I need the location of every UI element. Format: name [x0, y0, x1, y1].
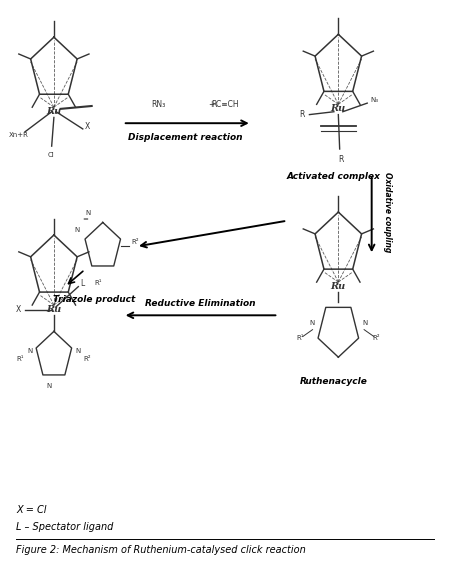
- Text: Xn+R: Xn+R: [9, 131, 29, 138]
- Text: Reductive Elimination: Reductive Elimination: [145, 299, 256, 308]
- Text: N₃: N₃: [370, 97, 378, 103]
- Text: R: R: [338, 155, 343, 164]
- Text: Ru: Ru: [331, 104, 346, 113]
- Text: N: N: [75, 347, 81, 354]
- Text: +: +: [208, 100, 215, 109]
- Text: Figure 2: Mechanism of Ruthenium-catalysed click reaction: Figure 2: Mechanism of Ruthenium-catalys…: [16, 545, 306, 555]
- Text: L: L: [81, 279, 85, 288]
- Text: Ru: Ru: [46, 107, 62, 116]
- Text: R¹: R¹: [94, 280, 102, 286]
- Text: Oxidative coupling: Oxidative coupling: [383, 172, 392, 252]
- Text: N: N: [27, 347, 32, 354]
- Text: X = Cl: X = Cl: [16, 505, 47, 515]
- Text: Activated complex: Activated complex: [287, 172, 381, 181]
- Text: Ru: Ru: [46, 305, 62, 314]
- Text: L – Spectator ligand: L – Spectator ligand: [16, 522, 113, 533]
- Text: R²: R²: [373, 335, 380, 341]
- Text: X: X: [85, 122, 90, 131]
- Text: Ru: Ru: [331, 282, 346, 291]
- Text: R²: R²: [83, 356, 91, 362]
- Text: N: N: [362, 320, 368, 326]
- Text: Triazole product: Triazole product: [53, 295, 135, 304]
- Text: RC≡CH: RC≡CH: [211, 100, 239, 109]
- Text: N: N: [85, 210, 90, 216]
- Text: X: X: [15, 305, 21, 314]
- Text: R¹: R¹: [297, 335, 304, 341]
- Text: =: =: [82, 216, 88, 222]
- Text: RN₃: RN₃: [151, 100, 166, 109]
- Text: N: N: [309, 320, 314, 326]
- Text: N: N: [47, 383, 52, 389]
- Text: N: N: [74, 227, 80, 233]
- Text: Ruthenacycle: Ruthenacycle: [300, 378, 368, 386]
- Text: R: R: [300, 110, 305, 119]
- Text: Displacement reaction: Displacement reaction: [128, 133, 242, 142]
- Text: R¹: R¹: [17, 356, 24, 362]
- Text: Cl: Cl: [47, 152, 54, 158]
- Text: R²: R²: [131, 239, 139, 244]
